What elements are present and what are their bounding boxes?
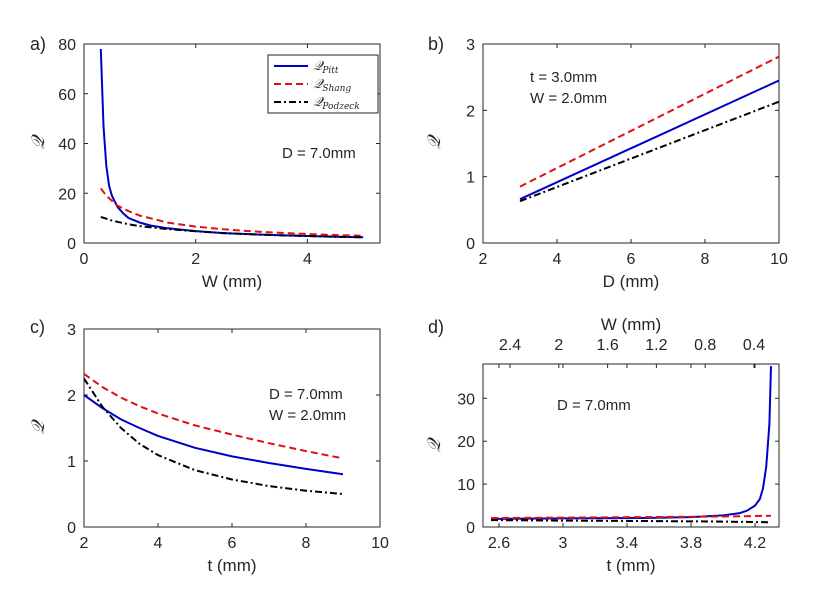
- x2-tick-label: 1.6: [596, 337, 618, 354]
- axes-box: [83, 328, 381, 528]
- x-tick-label: 6: [228, 535, 237, 552]
- x2-tick-label: 0.8: [694, 337, 716, 354]
- x-tick-label: 10: [371, 535, 389, 552]
- x2-tick-label: 1.2: [645, 337, 667, 354]
- x-tick-label: 10: [770, 251, 788, 268]
- y-axis-label: 𝒬: [424, 133, 445, 149]
- series-group: [490, 366, 772, 524]
- x-axis-label: t (mm): [207, 556, 256, 575]
- annotation: W = 2.0mm: [530, 90, 607, 107]
- x-tick-label: 3.8: [680, 535, 702, 552]
- series-line: [84, 394, 344, 476]
- y-tick-label: 0: [466, 520, 475, 537]
- series-line: [490, 514, 772, 519]
- y-axis-label: 𝒬: [28, 418, 49, 434]
- axes-box: [482, 43, 780, 244]
- annotation: D = 7.0mm: [282, 145, 356, 162]
- annotation: D = 7.0mm: [557, 397, 631, 414]
- series-group: [99, 48, 364, 239]
- x-tick-label: 4: [303, 251, 312, 268]
- series-group: [84, 373, 344, 495]
- axes-box: [482, 363, 780, 528]
- y-tick-label: 1: [67, 454, 76, 471]
- y-axis-label: 𝒬: [424, 436, 445, 452]
- y-tick-label: 0: [67, 520, 76, 537]
- x-axis-label: D (mm): [603, 272, 660, 291]
- y-tick-label: 80: [58, 37, 76, 54]
- y-tick-label: 1: [466, 170, 475, 187]
- panel-3: 2 4 6 8 10 0 1 2 3 t (mm) 𝒬c) D = 7.0mm W = 2.0mm: [28, 317, 389, 575]
- panel-label: c): [30, 317, 45, 337]
- x-tick-label: 8: [701, 251, 710, 268]
- y-tick-label: 10: [457, 477, 475, 494]
- panel-label: a): [30, 34, 46, 54]
- x-tick-label: 2.6: [488, 535, 510, 552]
- legend-entry: 𝒬Shang: [313, 77, 351, 94]
- x-tick-label: 4: [553, 251, 562, 268]
- y-tick-label: 3: [466, 37, 475, 54]
- annotation: t = 3.0mm: [530, 69, 597, 86]
- series-line: [519, 55, 779, 188]
- y-tick-label: 30: [457, 391, 475, 408]
- x-tick-label: 2: [479, 251, 488, 268]
- x2-tick-label: 2.4: [499, 337, 521, 354]
- y-tick-label: 0: [67, 236, 76, 253]
- x-tick-label: 2: [80, 535, 89, 552]
- y-tick-label: 40: [58, 137, 76, 154]
- y-tick-label: 60: [58, 87, 76, 104]
- series-line: [490, 519, 772, 524]
- x2-tick-label: 0.4: [743, 337, 765, 354]
- x-tick-label: 4: [154, 535, 163, 552]
- series-line: [100, 215, 364, 239]
- y-axis-label: 𝒬: [28, 133, 49, 149]
- x-tick-label: 4.2: [744, 535, 766, 552]
- x-tick-label: 6: [627, 251, 636, 268]
- series-line: [84, 373, 344, 460]
- annotation: W = 2.0mm: [269, 407, 346, 424]
- series-line: [99, 187, 364, 237]
- x-tick-label: 3: [559, 535, 568, 552]
- series-line: [84, 377, 344, 495]
- legend-entry: 𝒬Pitt: [313, 59, 339, 76]
- x-axis-label: t (mm): [606, 556, 655, 575]
- legend-entry: 𝒬Podzeck: [313, 95, 360, 112]
- x-axis-label: W (mm): [202, 272, 262, 291]
- panel-label: b): [428, 34, 444, 54]
- panel-4: 2.6 3 3.4 3.8 4.2 0 10 20 30 2.4 2 1.6 1.2 0.8 0.4 W (m…: [424, 315, 780, 575]
- x-tick-label: 0: [80, 251, 89, 268]
- x-tick-label: 3.4: [616, 535, 638, 552]
- panel-label: d): [428, 317, 444, 337]
- series-group: [519, 55, 779, 203]
- x2-tick-label: 2: [554, 337, 563, 354]
- series-line: [519, 79, 779, 201]
- x-tick-label: 8: [302, 535, 311, 552]
- x2-axis-label: W (mm): [601, 315, 661, 334]
- x-tick-label: 2: [191, 251, 200, 268]
- annotation: D = 7.0mm: [269, 386, 343, 403]
- y-tick-label: 2: [67, 388, 76, 405]
- y-tick-label: 2: [466, 103, 475, 120]
- y-tick-label: 0: [466, 236, 475, 253]
- y-tick-label: 20: [58, 186, 76, 203]
- y-tick-label: 20: [457, 434, 475, 451]
- y-tick-label: 3: [67, 322, 76, 339]
- panel-2: 2 4 6 8 10 0 1 2 3 D (mm) 𝒬b) t = 3.0mm W = 2.0mm: [424, 34, 788, 291]
- series-line: [519, 100, 779, 203]
- series-line: [490, 366, 772, 520]
